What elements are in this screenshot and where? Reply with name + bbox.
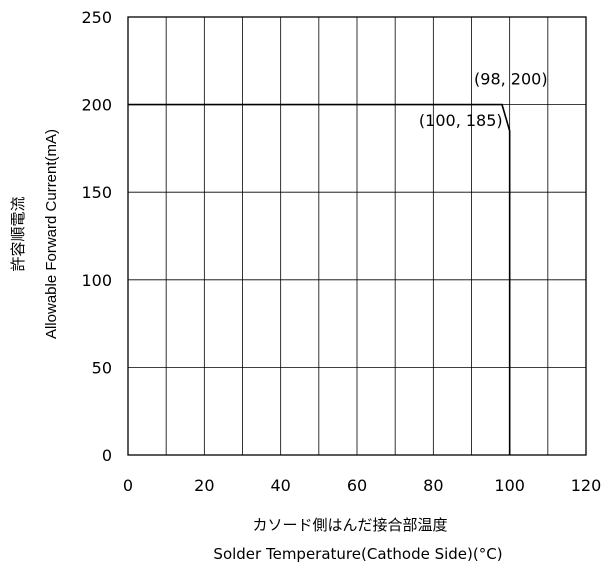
- x-tick-label-40: 40: [270, 476, 290, 495]
- x-tick-label-60: 60: [347, 476, 367, 495]
- plot-frame: [127, 16, 587, 456]
- annotation-100-185: (100, 185): [419, 111, 503, 130]
- y-axis-label-en: Allowable Forward Current(mA): [43, 129, 60, 339]
- y-tick-label-150: 150: [81, 183, 112, 202]
- x-tick-labels: 0 20 40 60 80 100 120: [123, 476, 601, 495]
- x-tick-label-80: 80: [423, 476, 443, 495]
- y-tick-label-200: 200: [81, 96, 112, 115]
- series-line: [128, 103, 511, 455]
- x-axis-label-en: Solder Temperature(Cathode Side)(°C): [213, 545, 502, 563]
- x-tick-label-100: 100: [494, 476, 525, 495]
- x-tick-label-20: 20: [194, 476, 214, 495]
- y-tick-label-50: 50: [92, 358, 112, 377]
- x-tick-label-120: 120: [571, 476, 602, 495]
- y-tick-label-100: 100: [81, 271, 112, 290]
- y-tick-label-250: 250: [81, 8, 112, 27]
- y-tick-labels: 0 50 100 150 200 250: [81, 8, 112, 465]
- y-tick-label-0: 0: [102, 446, 112, 465]
- x-tick-label-0: 0: [123, 476, 133, 495]
- annotations: (98, 200) (100, 185): [419, 70, 548, 130]
- y-axis-label-jp: 許容順電流: [10, 196, 27, 271]
- annotation-98-200: (98, 200): [474, 70, 548, 89]
- x-axis-label-jp: カソード側はんだ接合部温度: [252, 516, 447, 534]
